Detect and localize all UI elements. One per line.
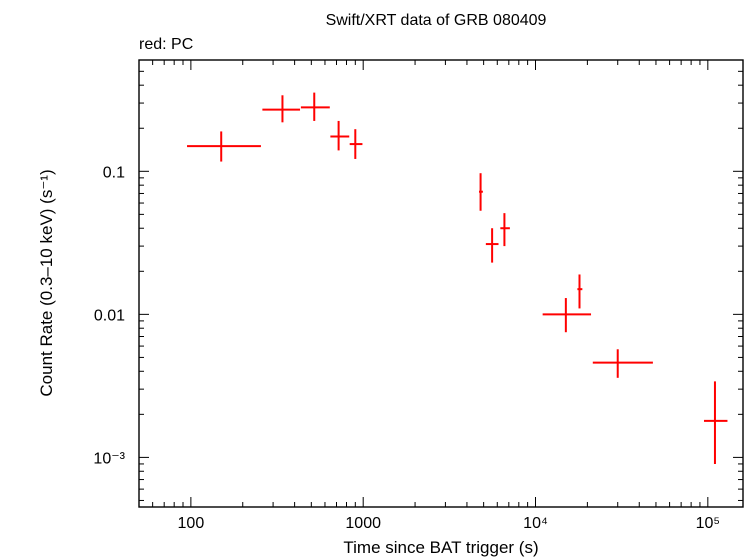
- x-tick-label: 1000: [345, 515, 381, 532]
- x-tick-label: 10⁵: [696, 515, 720, 532]
- axis-ticks: [138, 60, 743, 507]
- y-tick-label: 0.1: [103, 164, 125, 181]
- data-point: [262, 95, 301, 123]
- data-point: [703, 381, 728, 464]
- data-point: [187, 131, 261, 162]
- data-point: [349, 129, 363, 159]
- y-axis-label: Count Rate (0.3–10 keV) (s⁻¹): [37, 169, 56, 396]
- y-tick-label: 10⁻³: [93, 450, 125, 467]
- data-point: [577, 274, 583, 309]
- data-points: [187, 92, 728, 464]
- y-tick-label: 0.01: [94, 307, 125, 324]
- data-point: [485, 228, 499, 263]
- x-tick-label: 100: [178, 515, 205, 532]
- x-tick-label: 10⁴: [523, 515, 548, 532]
- chart-title: Swift/XRT data of GRB 080409: [326, 12, 547, 29]
- data-point: [330, 120, 350, 151]
- data-point: [592, 349, 653, 378]
- axis-tick-labels: 100 1000 10⁴ 10⁵ 0.1 0.01 10⁻³: [93, 164, 720, 532]
- data-point: [300, 92, 330, 121]
- plot-frame: [138, 59, 744, 508]
- data-point: [500, 213, 510, 247]
- x-axis-label: Time since BAT trigger (s): [343, 538, 538, 557]
- data-point: [479, 173, 483, 211]
- chart-subtitle: red: PC: [139, 36, 193, 53]
- data-point: [542, 298, 592, 333]
